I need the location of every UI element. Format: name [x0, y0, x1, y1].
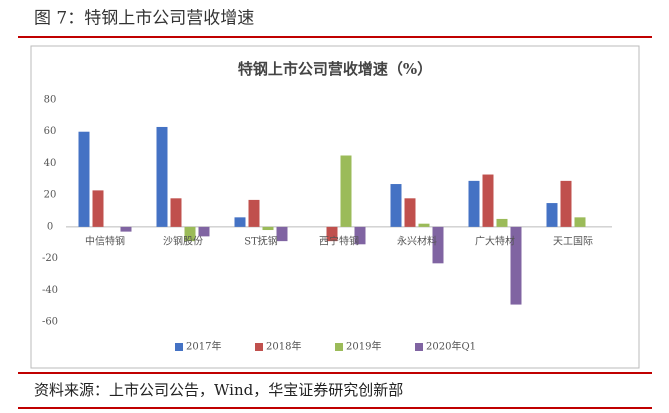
y-tick-label: -60 [42, 317, 58, 328]
bar [170, 198, 182, 227]
bar [262, 226, 274, 231]
x-tick-label: 中信特钢 [85, 234, 125, 247]
chart-frame [30, 45, 640, 369]
bar [92, 190, 104, 227]
bar [468, 180, 480, 227]
bar [418, 223, 430, 227]
x-tick-label: 天工国际 [553, 235, 593, 247]
legend-swatch [175, 343, 183, 351]
bar [156, 126, 168, 227]
x-tick-label: ST抚钢 [244, 234, 278, 247]
y-tick-label: 20 [44, 190, 57, 201]
bar [560, 180, 572, 227]
x-tick-label: 广大特材 [475, 234, 515, 247]
chart-title: 特钢上市公司营收增速（%） [238, 60, 432, 78]
bar [354, 226, 366, 245]
y-tick-label: 60 [44, 126, 57, 137]
legend-swatch [255, 343, 263, 351]
y-tick-label: -20 [42, 253, 58, 264]
bar [248, 199, 260, 227]
bar [390, 184, 402, 227]
source-note: 资料来源：上市公司公告，Wind，华宝证券研究创新部 [34, 381, 403, 399]
legend-label: 2017年 [186, 340, 221, 353]
y-tick-label: 40 [44, 158, 57, 169]
figure-title: 图 7：特钢上市公司营收增速 [34, 9, 254, 29]
bar [404, 198, 416, 227]
bar [276, 226, 288, 242]
bar [340, 155, 352, 227]
x-tick-label: 永兴材料 [397, 234, 437, 247]
y-tick-label: 80 [44, 95, 57, 106]
bar [78, 131, 90, 227]
bar [482, 174, 494, 227]
bar [574, 217, 586, 227]
bar [510, 226, 522, 305]
bar [120, 226, 132, 232]
legend-swatch [335, 343, 343, 351]
bar [546, 203, 558, 227]
x-tick-label: 沙钢股份 [163, 234, 203, 247]
bar [234, 217, 246, 227]
legend-label: 2019年 [346, 340, 381, 353]
y-tick-label: 0 [47, 221, 53, 232]
x-tick-label: 西宁特钢 [319, 234, 359, 247]
bar [326, 226, 338, 242]
bar [184, 226, 196, 242]
bar [496, 218, 508, 227]
y-tick-label: -40 [42, 285, 58, 296]
bar [432, 226, 444, 264]
bar [198, 226, 210, 237]
legend-swatch [415, 343, 423, 351]
legend-label: 2020年Q1 [426, 340, 476, 353]
legend-label: 2018年 [266, 340, 301, 353]
